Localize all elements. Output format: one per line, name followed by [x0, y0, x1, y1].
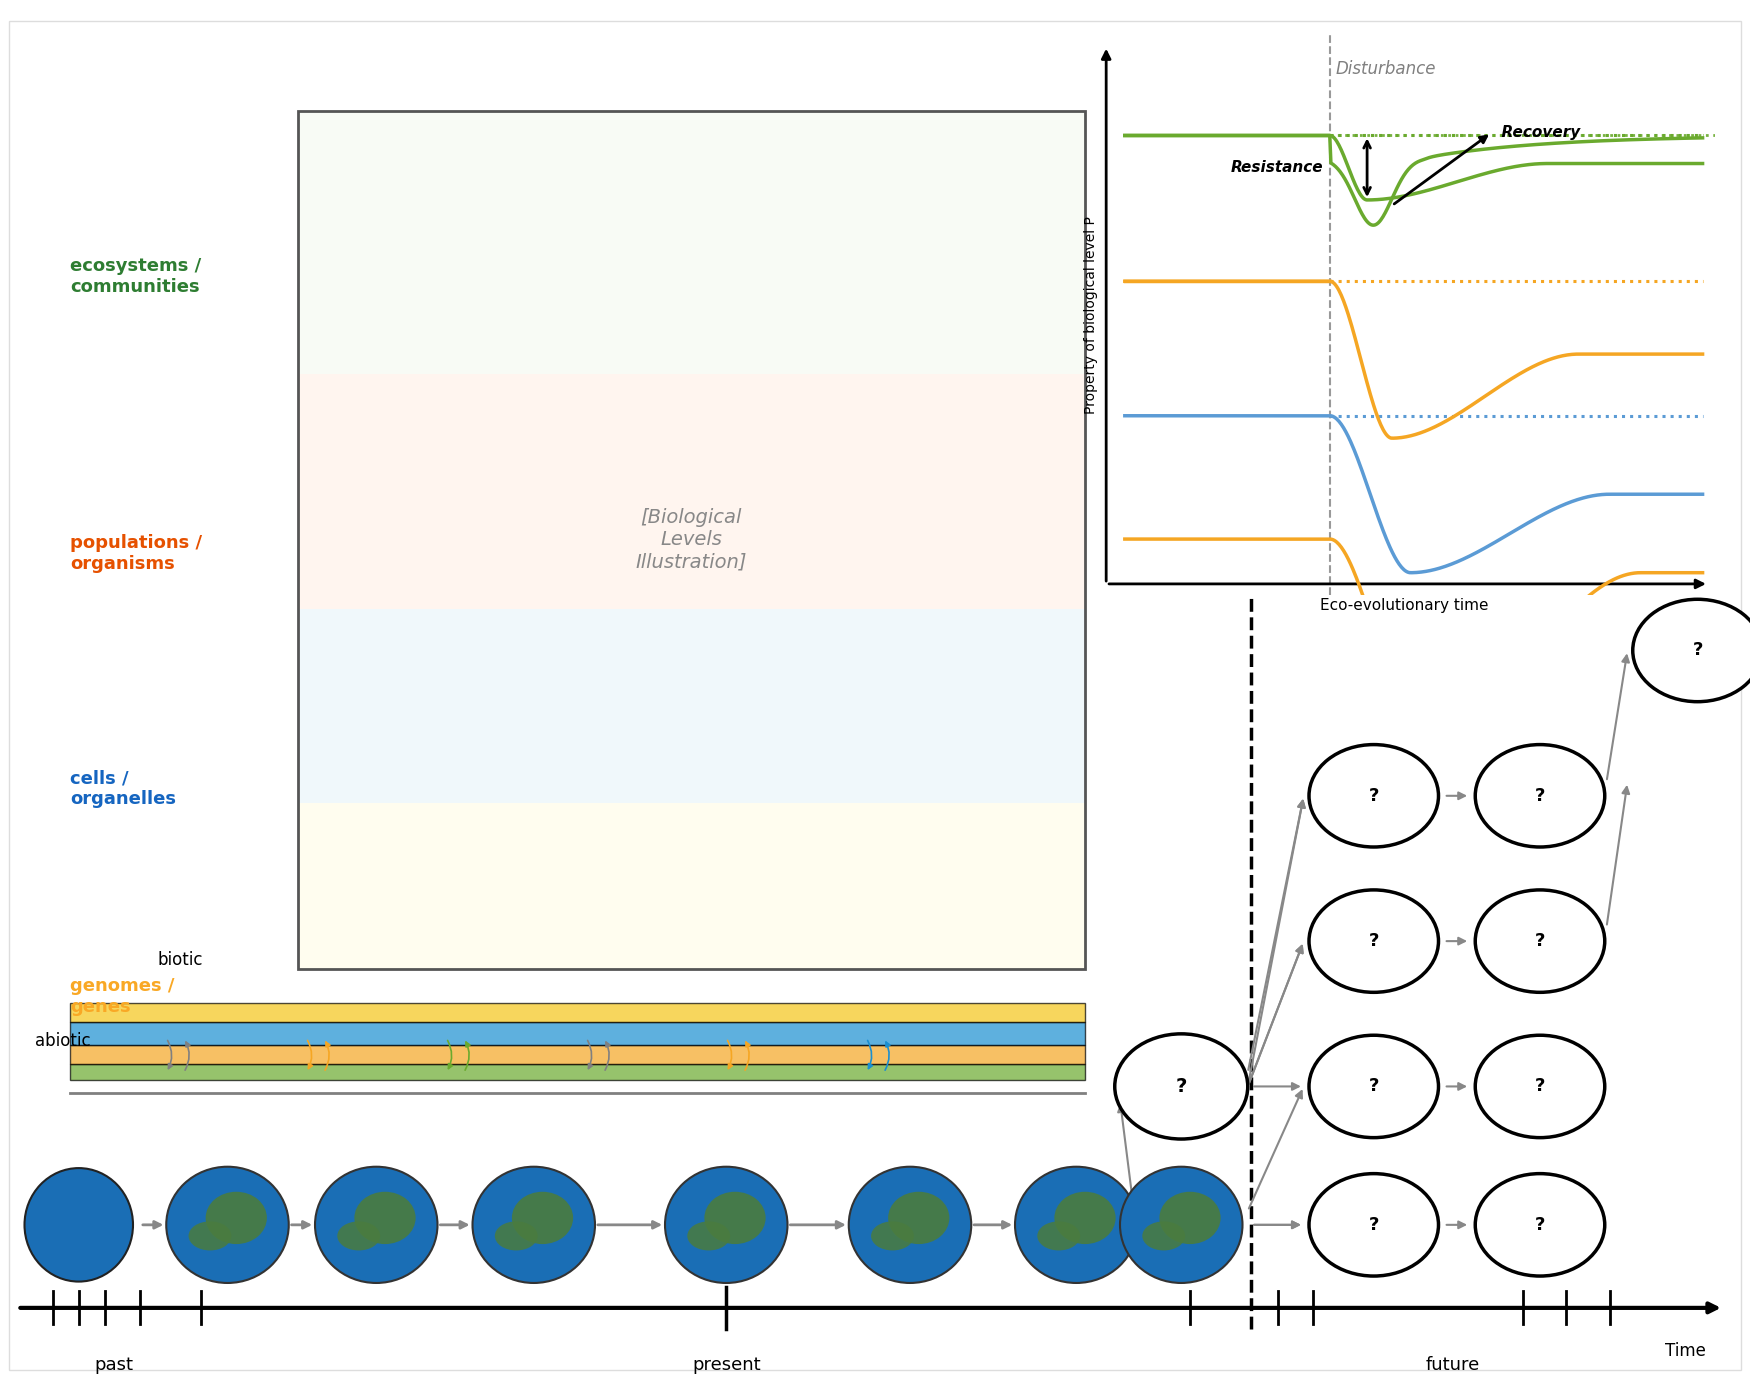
Circle shape	[1309, 1174, 1438, 1276]
Ellipse shape	[513, 1192, 574, 1244]
Circle shape	[1633, 599, 1750, 702]
Ellipse shape	[849, 1167, 971, 1283]
Ellipse shape	[206, 1192, 268, 1244]
Text: cells /
organelles: cells / organelles	[70, 770, 177, 808]
Text: ?: ?	[1368, 1215, 1379, 1235]
Text: ecosystems /
communities: ecosystems / communities	[70, 257, 201, 296]
Ellipse shape	[1143, 1221, 1185, 1251]
Text: ?: ?	[1368, 786, 1379, 805]
Circle shape	[1475, 890, 1605, 992]
FancyArrow shape	[70, 1023, 1085, 1045]
Ellipse shape	[872, 1221, 914, 1251]
Text: Recovery: Recovery	[1491, 125, 1580, 140]
Circle shape	[1115, 1034, 1248, 1139]
Text: [Biological
Levels
Illustration]: [Biological Levels Illustration]	[635, 508, 747, 572]
X-axis label: Eco-evolutionary time: Eco-evolutionary time	[1320, 598, 1489, 613]
Ellipse shape	[704, 1192, 766, 1244]
Bar	[298, 374, 1085, 609]
Text: populations /
organisms: populations / organisms	[70, 534, 203, 573]
Bar	[298, 111, 1085, 969]
Text: ?: ?	[1368, 931, 1379, 951]
Circle shape	[1475, 1174, 1605, 1276]
Ellipse shape	[889, 1192, 950, 1244]
Ellipse shape	[61, 1193, 114, 1243]
Ellipse shape	[495, 1221, 537, 1251]
Bar	[298, 111, 1085, 374]
Ellipse shape	[688, 1221, 730, 1251]
Circle shape	[1309, 745, 1438, 847]
Text: ?: ?	[1176, 1077, 1186, 1096]
Text: genomes /
genes: genomes / genes	[70, 977, 175, 1016]
Circle shape	[1309, 1035, 1438, 1138]
Text: ?: ?	[1535, 1077, 1545, 1096]
Ellipse shape	[24, 1168, 133, 1282]
Bar	[298, 803, 1085, 969]
Ellipse shape	[42, 1222, 79, 1250]
Text: ?: ?	[1692, 641, 1703, 660]
Text: ?: ?	[1535, 931, 1545, 951]
Ellipse shape	[1015, 1167, 1138, 1283]
Text: ?: ?	[1368, 1077, 1379, 1096]
Text: ?: ?	[1535, 1215, 1545, 1235]
Ellipse shape	[665, 1167, 788, 1283]
Ellipse shape	[1160, 1192, 1221, 1244]
Text: future: future	[1426, 1356, 1480, 1374]
Circle shape	[1309, 890, 1438, 992]
Y-axis label: Property of biological level P: Property of biological level P	[1083, 216, 1097, 414]
FancyArrow shape	[70, 1003, 1085, 1023]
Ellipse shape	[1054, 1192, 1116, 1244]
Ellipse shape	[354, 1192, 416, 1244]
Text: present: present	[691, 1356, 761, 1374]
FancyArrow shape	[70, 1045, 1085, 1064]
Text: Disturbance: Disturbance	[1335, 60, 1437, 78]
Circle shape	[1475, 1035, 1605, 1138]
Ellipse shape	[1038, 1221, 1080, 1251]
Ellipse shape	[1120, 1167, 1242, 1283]
Text: ?: ?	[1535, 786, 1545, 805]
Text: past: past	[94, 1356, 133, 1374]
Bar	[298, 609, 1085, 803]
Ellipse shape	[315, 1167, 438, 1283]
Ellipse shape	[166, 1167, 289, 1283]
FancyArrow shape	[70, 1064, 1085, 1080]
Ellipse shape	[338, 1221, 380, 1251]
Text: translation
horizon: translation horizon	[1211, 210, 1298, 249]
Text: biotic: biotic	[158, 951, 203, 969]
Text: abiotic: abiotic	[35, 1032, 91, 1050]
Circle shape	[1475, 745, 1605, 847]
Ellipse shape	[26, 1169, 131, 1280]
Ellipse shape	[473, 1167, 595, 1283]
Text: Resistance: Resistance	[1230, 161, 1323, 176]
Text: Time: Time	[1666, 1342, 1706, 1360]
Ellipse shape	[189, 1221, 231, 1251]
